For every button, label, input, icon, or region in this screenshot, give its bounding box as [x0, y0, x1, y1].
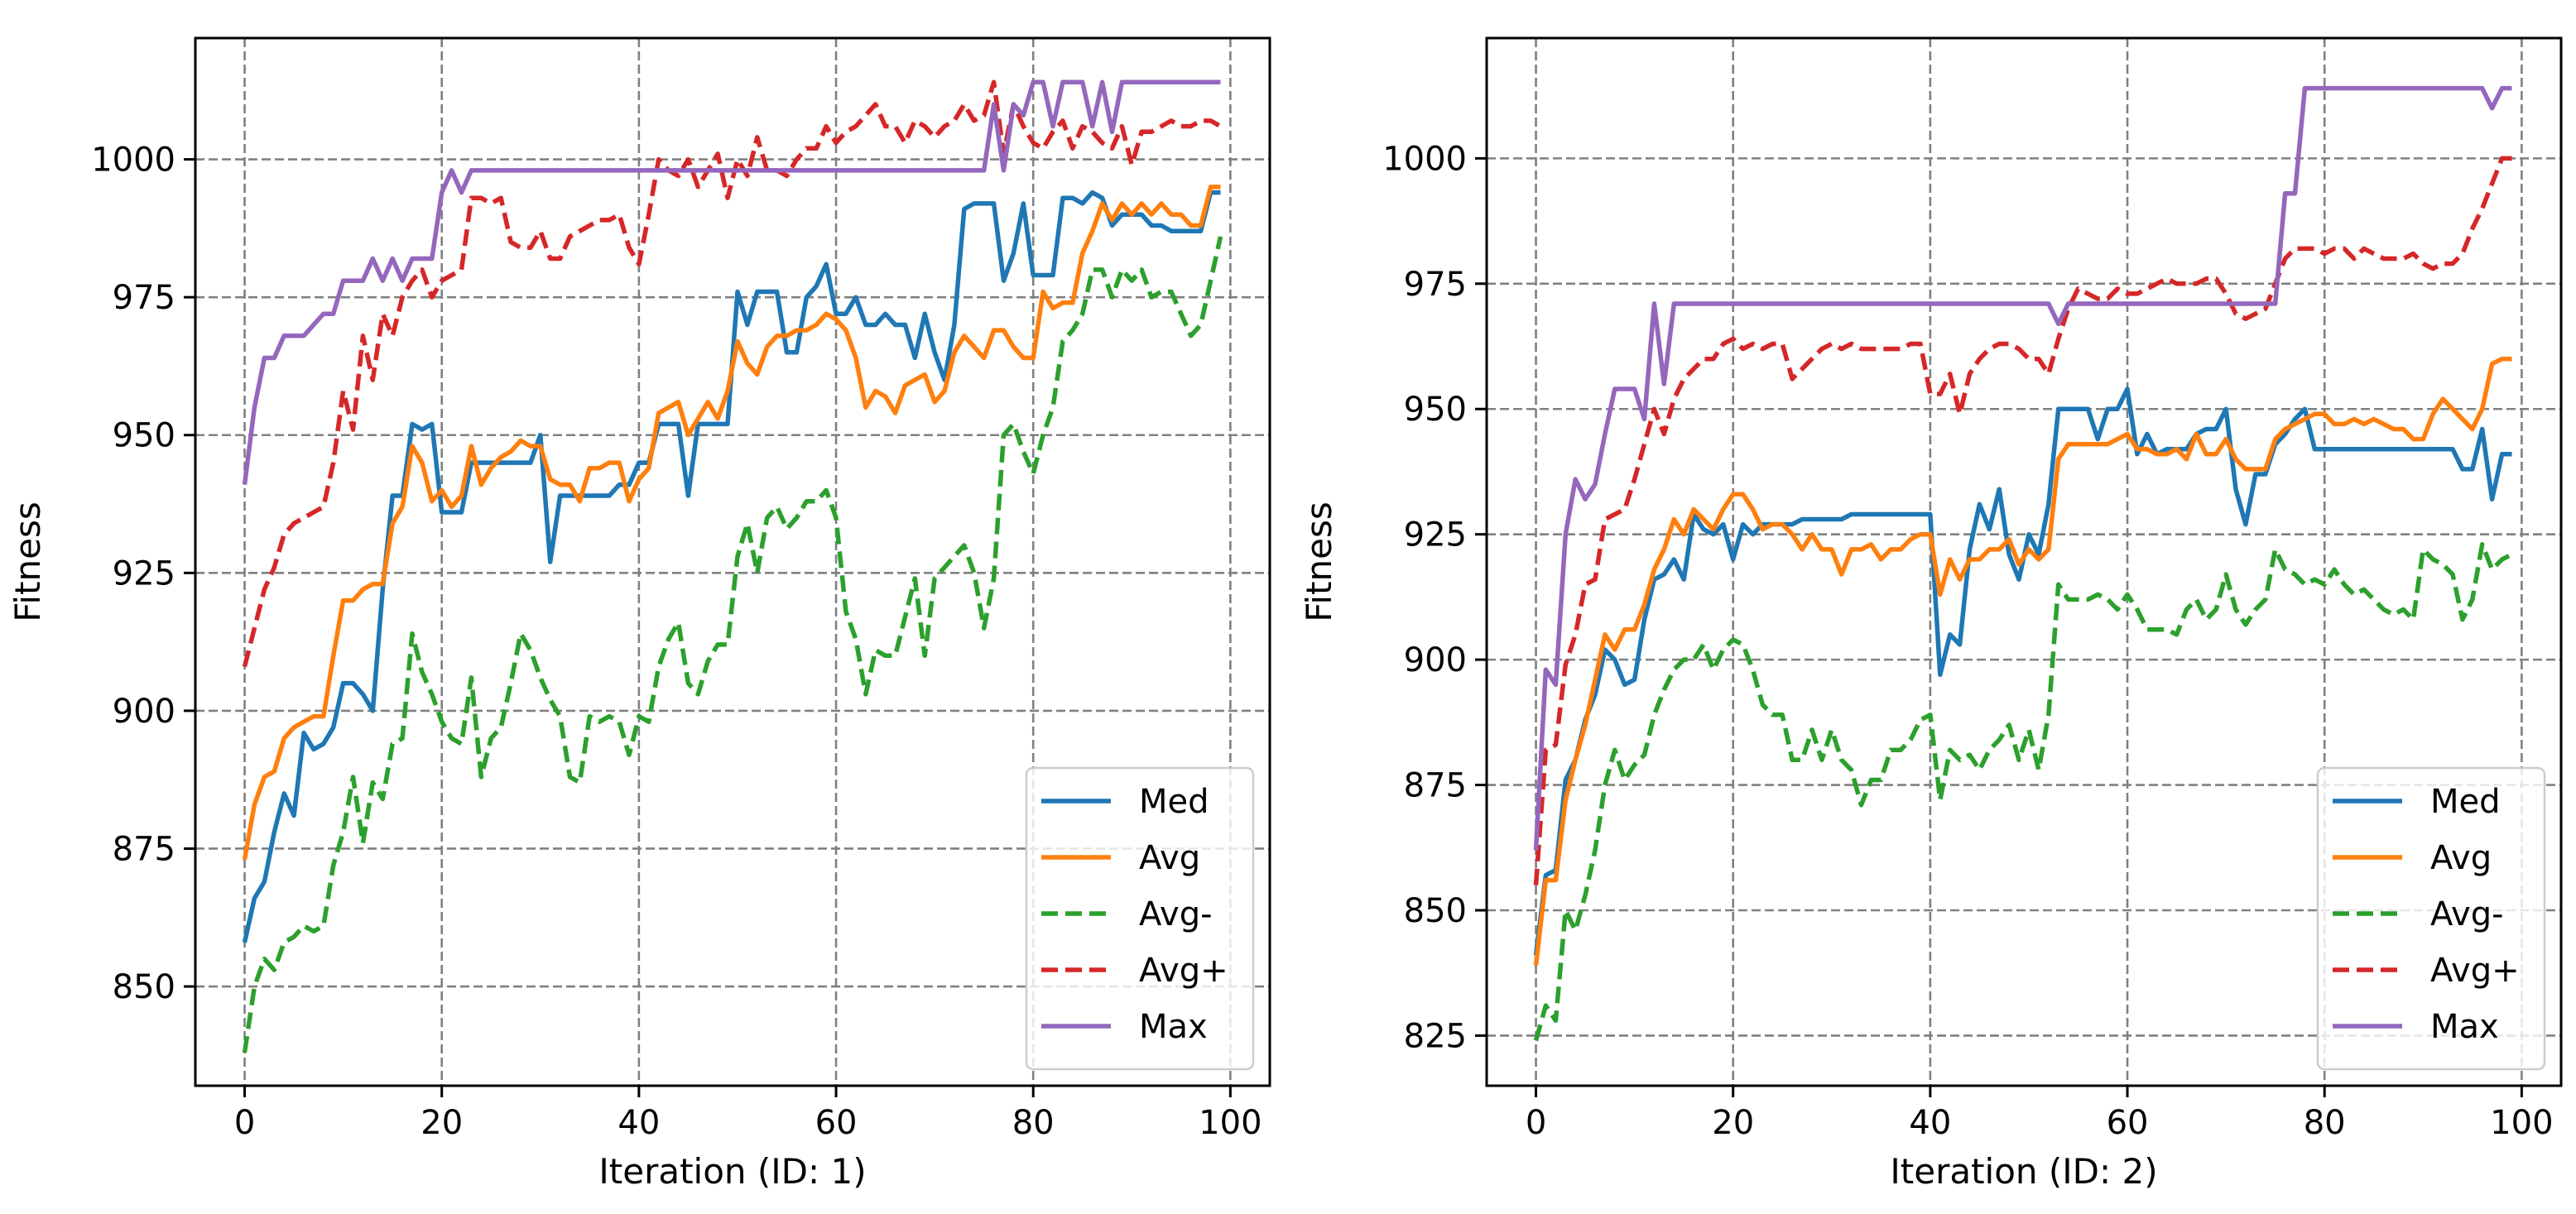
series-line-avg [242, 185, 1221, 861]
x-tick-label: 0 [234, 1104, 255, 1142]
y-tick-label: 850 [1404, 892, 1467, 930]
y-tick-label: 975 [1404, 266, 1467, 304]
legend-label: Avg [1139, 839, 1200, 877]
legend-label: Avg- [1139, 895, 1213, 933]
series-line-avg-minus [1533, 542, 2513, 1042]
series-line-max [242, 79, 1221, 486]
y-tick-label: 950 [113, 417, 175, 455]
series-line-max [1533, 85, 2512, 851]
series-group [242, 79, 1223, 1053]
legend-label: Med [2430, 783, 2501, 821]
x-tick-label: 20 [421, 1104, 463, 1142]
chart-2: 0 20 40 60 80 100 825 850 875 900 925 950 975 1000 Ite… [1299, 36, 2563, 1192]
x-tick-label: 20 [1712, 1104, 1754, 1142]
y-tick-label: 950 [1404, 391, 1467, 429]
series-line-avg-plus [242, 79, 1222, 668]
y-tick-label: 925 [1404, 516, 1467, 554]
plot-frame [1485, 36, 2563, 1087]
y-tick-label: 825 [1404, 1017, 1467, 1055]
legend-label: Avg+ [2430, 952, 2520, 990]
legend-box [1025, 766, 1255, 1071]
legend: Med Avg Avg- Avg+ Max [1025, 766, 1255, 1071]
y-axis-label: Fitness [7, 501, 48, 621]
y-axis-label: Fitness [1299, 501, 1339, 621]
x-axis-label: Iteration (ID: 2) [1890, 1151, 2157, 1192]
x-tick-label: 100 [2490, 1104, 2553, 1142]
y-tick-label: 875 [113, 830, 175, 868]
x-tick-label: 100 [1199, 1104, 1262, 1142]
legend-label: Max [2430, 1008, 2499, 1046]
y-tick-label: 1000 [91, 142, 175, 180]
x-tick-label: 60 [815, 1104, 858, 1142]
legend-label: Avg+ [1139, 952, 1228, 990]
series-line-avg [1533, 356, 2512, 966]
x-tick-label: 40 [1909, 1104, 1951, 1142]
y-tick-label: 900 [1404, 641, 1467, 679]
y-tick-label: 1000 [1382, 140, 1467, 178]
y-tick-label: 850 [113, 968, 175, 1006]
legend: Med Avg Avg- Avg+ Max [2316, 766, 2546, 1071]
legend-label: Avg [2430, 839, 2492, 877]
series-group [1533, 85, 2513, 1042]
x-tick-label: 0 [1526, 1104, 1546, 1142]
plot-frame [194, 36, 1271, 1087]
series-line-avg-minus [242, 236, 1223, 1053]
x-tick-label: 80 [1012, 1104, 1055, 1142]
series-line-avg-plus [1533, 156, 2512, 885]
x-axis-label: Iteration (ID: 1) [598, 1151, 866, 1192]
x-tick-label: 60 [2107, 1104, 2149, 1142]
y-tick-label: 925 [113, 554, 175, 593]
y-tick-label: 975 [113, 279, 175, 317]
legend-label: Med [1139, 783, 1209, 821]
y-tick-label: 900 [113, 693, 175, 731]
chart-1: 0 20 40 60 80 100 850 875 900 925 950 975 1000 Iterat… [7, 36, 1271, 1192]
legend-label: Avg- [2430, 895, 2504, 933]
legend-box [2316, 766, 2546, 1071]
legend-label: Max [1139, 1008, 1208, 1046]
x-tick-label: 80 [2304, 1104, 2346, 1142]
x-tick-label: 40 [618, 1104, 660, 1142]
y-tick-label: 875 [1404, 767, 1467, 805]
